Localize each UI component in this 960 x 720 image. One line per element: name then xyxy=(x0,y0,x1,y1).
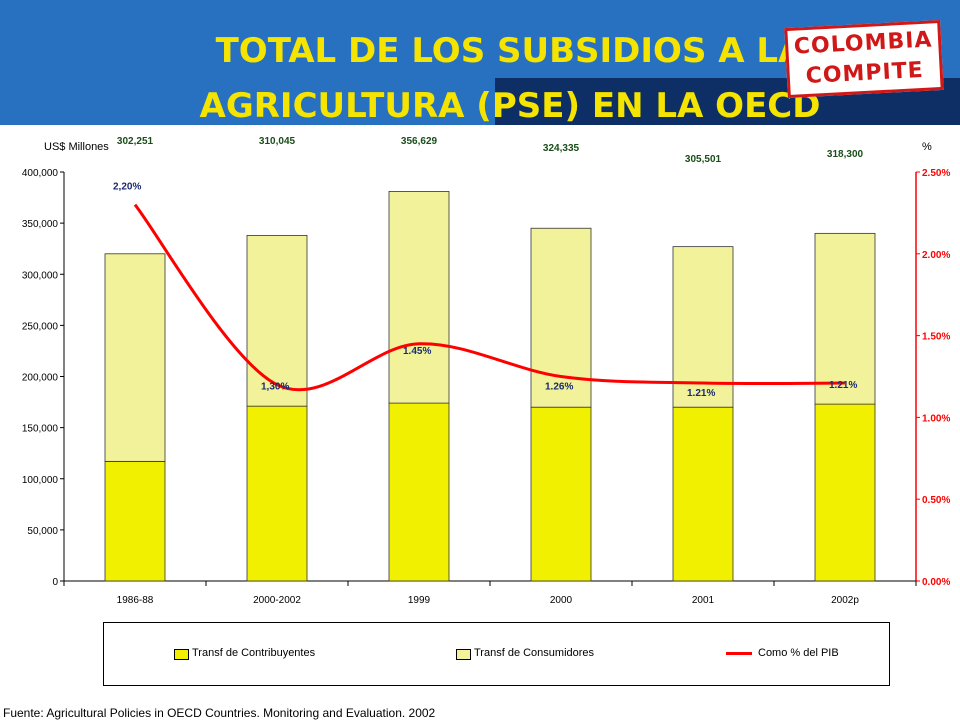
legend-label-consumidores: Transf de Consumidores xyxy=(474,647,595,659)
bar-consumidores xyxy=(104,253,166,462)
x-axis-tick-label: 2000-2002 xyxy=(253,595,301,606)
colombia-compite-logo: COLOMBIA COMPITE xyxy=(784,19,944,99)
pib-line xyxy=(133,203,846,392)
bar-consumidores xyxy=(814,232,876,405)
page-title: TOTAL DE LOS SUBSIDIOS A LA AGRICULTURA (… xyxy=(199,31,821,125)
bar-consumidores xyxy=(246,234,308,407)
right-axis-tick-label: 1.50% xyxy=(922,332,950,343)
left-axis-tick-label: 300,000 xyxy=(22,270,59,281)
pib-data-label: 1.26% xyxy=(545,382,573,393)
x-axis-tick-label: 1986-88 xyxy=(117,595,154,606)
bar-contribuyentes xyxy=(814,403,876,582)
right-axis-tick-label: 0.50% xyxy=(922,495,950,506)
left-axis-tick-label: 0 xyxy=(52,577,58,588)
bar-contribuyentes xyxy=(530,406,592,582)
legend-swatch-consumidores xyxy=(456,649,471,660)
bar-consumidores xyxy=(672,246,734,408)
total-label: 305,501 xyxy=(685,154,722,165)
left-axis-tick-label: 350,000 xyxy=(22,219,59,230)
bar-consumidores xyxy=(388,191,450,404)
left-axis-tick-label: 200,000 xyxy=(22,373,59,384)
total-label: 318,300 xyxy=(827,149,864,160)
x-axis-tick-label: 2001 xyxy=(692,595,715,606)
left-axis-tick-label: 400,000 xyxy=(22,168,59,179)
right-axis-tick-label: 2.50% xyxy=(922,168,950,179)
x-axis-tick-label: 1999 xyxy=(408,595,431,606)
legend-swatch-contribuyentes xyxy=(174,649,189,660)
pib-data-label: 1.21% xyxy=(829,380,857,391)
chart-legend: Transf de Contribuyentes Transf de Consu… xyxy=(103,622,890,686)
legend-label-pib: Como % del PIB xyxy=(758,647,839,659)
total-label: 324,335 xyxy=(543,143,580,154)
bar-contribuyentes xyxy=(388,402,450,582)
right-axis-tick-label: 0.00% xyxy=(922,577,950,588)
legend-label-contribuyentes: Transf de Contribuyentes xyxy=(192,647,316,659)
legend-line-pib xyxy=(726,652,752,655)
left-axis-tick-label: 100,000 xyxy=(22,475,59,486)
header-banner: TOTAL DE LOS SUBSIDIOS A LA AGRICULTURA (… xyxy=(0,0,960,125)
bar-contribuyentes xyxy=(104,460,166,582)
right-axis-title: % xyxy=(922,141,932,153)
total-label: 356,629 xyxy=(401,136,438,147)
x-axis-tick-label: 2000 xyxy=(550,595,573,606)
subsidies-chart: 0 50,000 100,000 150,000 200,000 250,000 300,0… xyxy=(22,136,951,606)
pib-data-label: 2,20% xyxy=(113,182,141,193)
bar-contribuyentes xyxy=(246,405,308,582)
right-axis-tick-label: 1.00% xyxy=(922,413,950,424)
total-label: 310,045 xyxy=(259,136,296,147)
pib-data-label: 1.45% xyxy=(403,346,431,357)
source-note: Fuente: Agricultural Policies in OECD Co… xyxy=(3,706,436,720)
bar-contribuyentes xyxy=(672,406,734,582)
left-axis-tick-label: 150,000 xyxy=(22,424,59,435)
total-label: 302,251 xyxy=(117,136,154,147)
pib-data-label: 1,30% xyxy=(261,382,289,393)
left-axis-tick-label: 50,000 xyxy=(27,526,58,537)
pib-data-label: 1.21% xyxy=(687,388,715,399)
left-axis-title: US$ Millones xyxy=(44,141,109,153)
left-axis-tick-label: 250,000 xyxy=(22,321,59,332)
right-axis-tick-label: 2.00% xyxy=(922,250,950,261)
x-axis-tick-label: 2002p xyxy=(831,595,859,606)
